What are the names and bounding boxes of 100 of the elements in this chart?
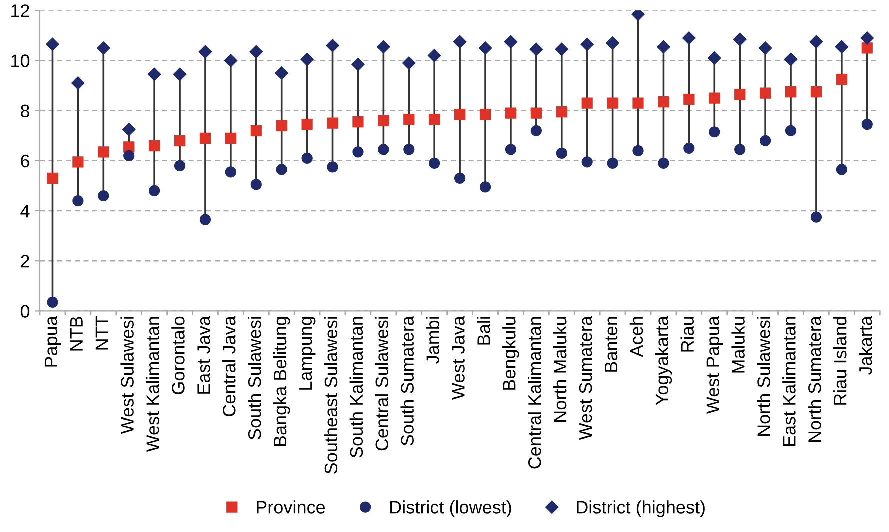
point <box>530 42 544 56</box>
x-tick-label: Banten <box>605 317 618 372</box>
point <box>122 123 136 136</box>
point <box>352 146 364 158</box>
x-tick-label: Aceh <box>630 317 644 358</box>
y-tick-label: 6 <box>21 154 30 168</box>
x-tick-label: Southeast Sulawesi <box>324 317 338 474</box>
point <box>148 68 162 82</box>
point <box>276 120 288 132</box>
point <box>555 42 568 56</box>
point <box>835 40 849 54</box>
point <box>582 98 593 109</box>
point <box>378 144 390 156</box>
point <box>47 172 58 184</box>
y-tick-label: 8 <box>21 104 30 118</box>
point <box>453 35 467 49</box>
point <box>810 212 822 223</box>
point <box>200 132 212 144</box>
point <box>530 108 542 119</box>
x-tick-label: West Sumatera <box>579 316 592 440</box>
point <box>607 158 618 169</box>
point <box>404 114 415 126</box>
point <box>149 185 160 197</box>
legend-label: District (lowest) <box>390 500 512 518</box>
point <box>429 158 440 169</box>
point <box>72 156 84 168</box>
point <box>810 35 824 49</box>
x-tick-label: NTT <box>96 316 108 350</box>
point <box>275 66 288 80</box>
point <box>300 52 314 66</box>
point <box>124 150 135 162</box>
x-tick-label: Lampung <box>300 317 316 390</box>
x-tick-label: NTB <box>70 317 83 351</box>
point <box>760 135 772 146</box>
x-tick-label: East Kalimantan <box>782 317 796 446</box>
point <box>530 125 542 136</box>
point <box>862 42 873 54</box>
point <box>480 182 492 193</box>
x-tick-label: Jambi <box>426 317 440 364</box>
point <box>174 135 186 146</box>
point <box>658 96 670 108</box>
point <box>734 88 746 100</box>
x-tick-label: West Sulawesi <box>120 317 134 434</box>
point <box>302 152 313 164</box>
point <box>505 108 517 119</box>
point <box>250 125 262 136</box>
point <box>785 125 797 136</box>
point <box>734 144 746 156</box>
x-tick-label: Bangka Belitung <box>273 317 290 446</box>
point <box>200 214 212 226</box>
x-tick-label: West Kalimantan <box>146 317 160 452</box>
point <box>46 38 60 52</box>
point <box>606 36 620 50</box>
x-tick-label: Papua <box>44 316 62 367</box>
point <box>276 164 288 176</box>
point <box>784 52 798 66</box>
x-tick-label: Gorontalo <box>172 316 185 394</box>
point <box>98 146 110 158</box>
point <box>632 10 645 21</box>
point <box>97 42 110 55</box>
point <box>556 148 568 159</box>
y-tick-label: 12 <box>12 4 30 18</box>
x-tick-label: South Sumatera <box>400 316 414 446</box>
point <box>708 52 722 65</box>
point <box>556 106 568 118</box>
point <box>98 190 110 202</box>
point <box>352 58 365 72</box>
point <box>377 40 390 54</box>
point <box>760 88 772 99</box>
y-tick-label: 4 <box>20 205 30 218</box>
point <box>504 35 518 49</box>
point <box>758 42 772 55</box>
point <box>836 164 848 176</box>
point <box>860 32 874 45</box>
point <box>709 126 720 138</box>
legend-label: Province <box>257 500 326 514</box>
point <box>682 32 696 45</box>
point <box>173 68 187 82</box>
x-tick-label: Maluku <box>732 317 745 373</box>
y-tick-label: 10 <box>12 54 30 68</box>
point <box>327 162 338 173</box>
point <box>250 45 263 59</box>
point <box>582 156 593 168</box>
point <box>684 94 695 106</box>
point <box>454 109 466 120</box>
point <box>302 119 313 130</box>
point <box>250 179 262 190</box>
point <box>785 86 797 98</box>
point <box>862 119 873 130</box>
x-tick-label: Jakarta <box>858 316 872 376</box>
point <box>658 158 670 169</box>
point <box>149 140 160 152</box>
x-tick-label: Yogyakarta <box>655 316 672 406</box>
x-tick-label: Riau <box>680 317 694 352</box>
point <box>428 49 442 62</box>
point <box>47 296 58 308</box>
point <box>734 32 747 46</box>
y-tick-label: 2 <box>21 255 30 268</box>
x-tick-label: Riau Island <box>834 317 847 405</box>
x-tick-label: South Kalimantan <box>350 317 364 458</box>
